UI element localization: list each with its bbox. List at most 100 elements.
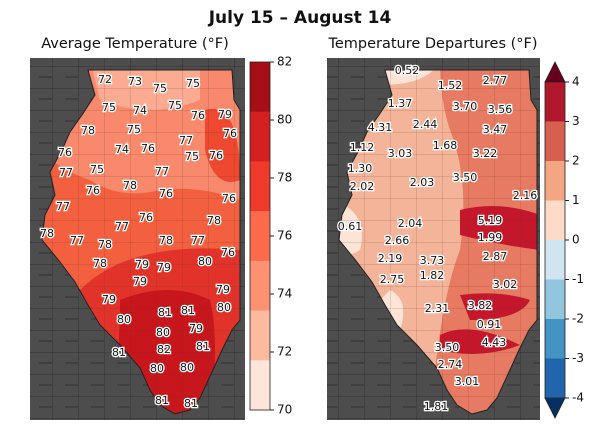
temperature-label: 77	[70, 234, 84, 247]
departure-label: 2.66	[385, 234, 410, 247]
departure-label: 1.12	[350, 141, 375, 154]
colorbar-segment	[250, 310, 270, 361]
temperature-label: 78	[40, 227, 54, 240]
departure-label: 3.82	[468, 299, 493, 312]
colorbar-tick-label: -2	[572, 312, 584, 326]
temperature-label: 79	[133, 275, 147, 288]
temperature-label: 80	[217, 301, 231, 314]
temperature-label: 76	[58, 146, 72, 159]
colorbar-segment	[545, 358, 565, 399]
colorbar-tick-label: 4	[572, 75, 580, 89]
colorbar-segment	[545, 121, 565, 162]
temperature-label: 75	[127, 123, 141, 136]
temperature-label: 81	[196, 340, 210, 353]
colorbar-tick-label: -1	[572, 272, 584, 286]
colorbar-segment	[250, 211, 270, 262]
temperature-label: 74	[133, 104, 147, 117]
colorbar-segment	[250, 360, 270, 411]
departure-label: 2.31	[425, 302, 450, 315]
departure-label: 1.30	[348, 162, 373, 175]
departure-label: 4.43	[482, 336, 507, 349]
departure-label: 1.81	[424, 400, 449, 413]
temperature-label: 75	[90, 163, 104, 176]
temperature-label: 78	[93, 257, 107, 270]
departure-label: 3.70	[453, 100, 478, 113]
departure-label: 3.02	[493, 278, 518, 291]
temperature-label: 81	[112, 346, 126, 359]
departure-label: 3.73	[420, 254, 445, 267]
temperature-label: 76	[223, 127, 237, 140]
figure-title: July 15 – August 14	[208, 8, 392, 28]
colorbar-segment	[250, 62, 270, 113]
temperature-label: 76	[139, 211, 153, 224]
avg-temp-colorbar: 82 80 78 76 74 72 70	[249, 55, 292, 417]
temperature-label: 79	[157, 261, 171, 274]
temperature-label: 80	[150, 362, 164, 375]
colorbar-tick-label: -3	[572, 351, 584, 365]
temperature-label: 81	[184, 397, 198, 410]
temperature-label: 79	[102, 293, 116, 306]
colorbar-segment	[250, 260, 270, 312]
temperature-label: 72	[98, 73, 112, 86]
departure-label: 0.91	[477, 318, 502, 331]
temperature-label: 76	[209, 149, 223, 162]
temperature-label: 79	[216, 283, 230, 296]
departure-label: 2.02	[350, 180, 375, 193]
departure-label: 2.75	[380, 273, 405, 286]
temperature-label: 81	[155, 394, 169, 407]
temperature-label: 77	[115, 220, 129, 233]
temperature-label: 77	[179, 134, 193, 147]
temperature-label: 79	[135, 258, 149, 271]
departure-label: 3.22	[473, 147, 498, 160]
temperature-label: 79	[218, 108, 232, 121]
departure-label: 1.37	[388, 97, 413, 110]
temperature-label: 76	[86, 184, 100, 197]
colorbar-segment	[250, 111, 270, 162]
colorbar-tick-label: 1	[572, 193, 580, 207]
colorbar-tick-label: 82	[277, 55, 292, 69]
temperature-label: 77	[56, 200, 70, 213]
temperature-label: 74	[115, 143, 129, 156]
colorbar-tick-label: 80	[277, 113, 292, 127]
departure-label: 1.52	[438, 79, 463, 92]
colorbar-segment	[545, 161, 565, 201]
temperature-label: 78	[98, 238, 112, 251]
temperature-label: 73	[128, 75, 142, 88]
temperature-label: 80	[180, 361, 194, 374]
temperature-label: 77	[191, 234, 205, 247]
departure-label: 3.03	[388, 147, 413, 160]
departure-label: 5.19	[478, 214, 503, 227]
temperature-label: 81	[181, 304, 195, 317]
departure-colorbar: 4 3 2 1 0 -1 -2 -3 -4	[544, 61, 584, 419]
colorbar-segment	[250, 161, 270, 212]
temperature-label: 78	[81, 124, 95, 137]
colorbar-tick-label: -4	[572, 391, 584, 405]
avg-temp-subtitle: Average Temperature (°F)	[41, 36, 229, 52]
temperature-label: 76	[141, 142, 155, 155]
temperature-label: 76	[191, 109, 205, 122]
colorbar-segment	[545, 319, 565, 359]
temperature-label: 80	[156, 326, 170, 339]
departure-subtitle: Temperature Departures (°F)	[328, 36, 538, 52]
colorbar-tick-label: 76	[277, 229, 292, 243]
departure-label: 2.19	[378, 252, 403, 265]
colorbar-segment	[545, 240, 565, 280]
departure-label: 2.16	[513, 189, 538, 202]
departure-label: 0.61	[338, 220, 363, 233]
temperature-label: 75	[153, 82, 167, 95]
departure-label: 3.01	[455, 375, 480, 388]
temperature-label: 76	[221, 246, 235, 259]
temperature-label: 80	[198, 255, 212, 268]
colorbar-extend-bottom	[544, 397, 566, 419]
departure-label: 1.82	[420, 269, 445, 282]
temperature-label: 75	[185, 150, 199, 163]
departure-label: 2.04	[398, 217, 423, 230]
departure-label: 3.56	[488, 103, 513, 116]
temperature-label: 80	[117, 313, 131, 326]
departure-label: 1.68	[433, 139, 458, 152]
colorbar-segment	[545, 82, 565, 122]
colorbar-segment	[545, 200, 565, 241]
colorbar-tick-label: 74	[277, 287, 292, 301]
temperature-label: 78	[123, 179, 137, 192]
